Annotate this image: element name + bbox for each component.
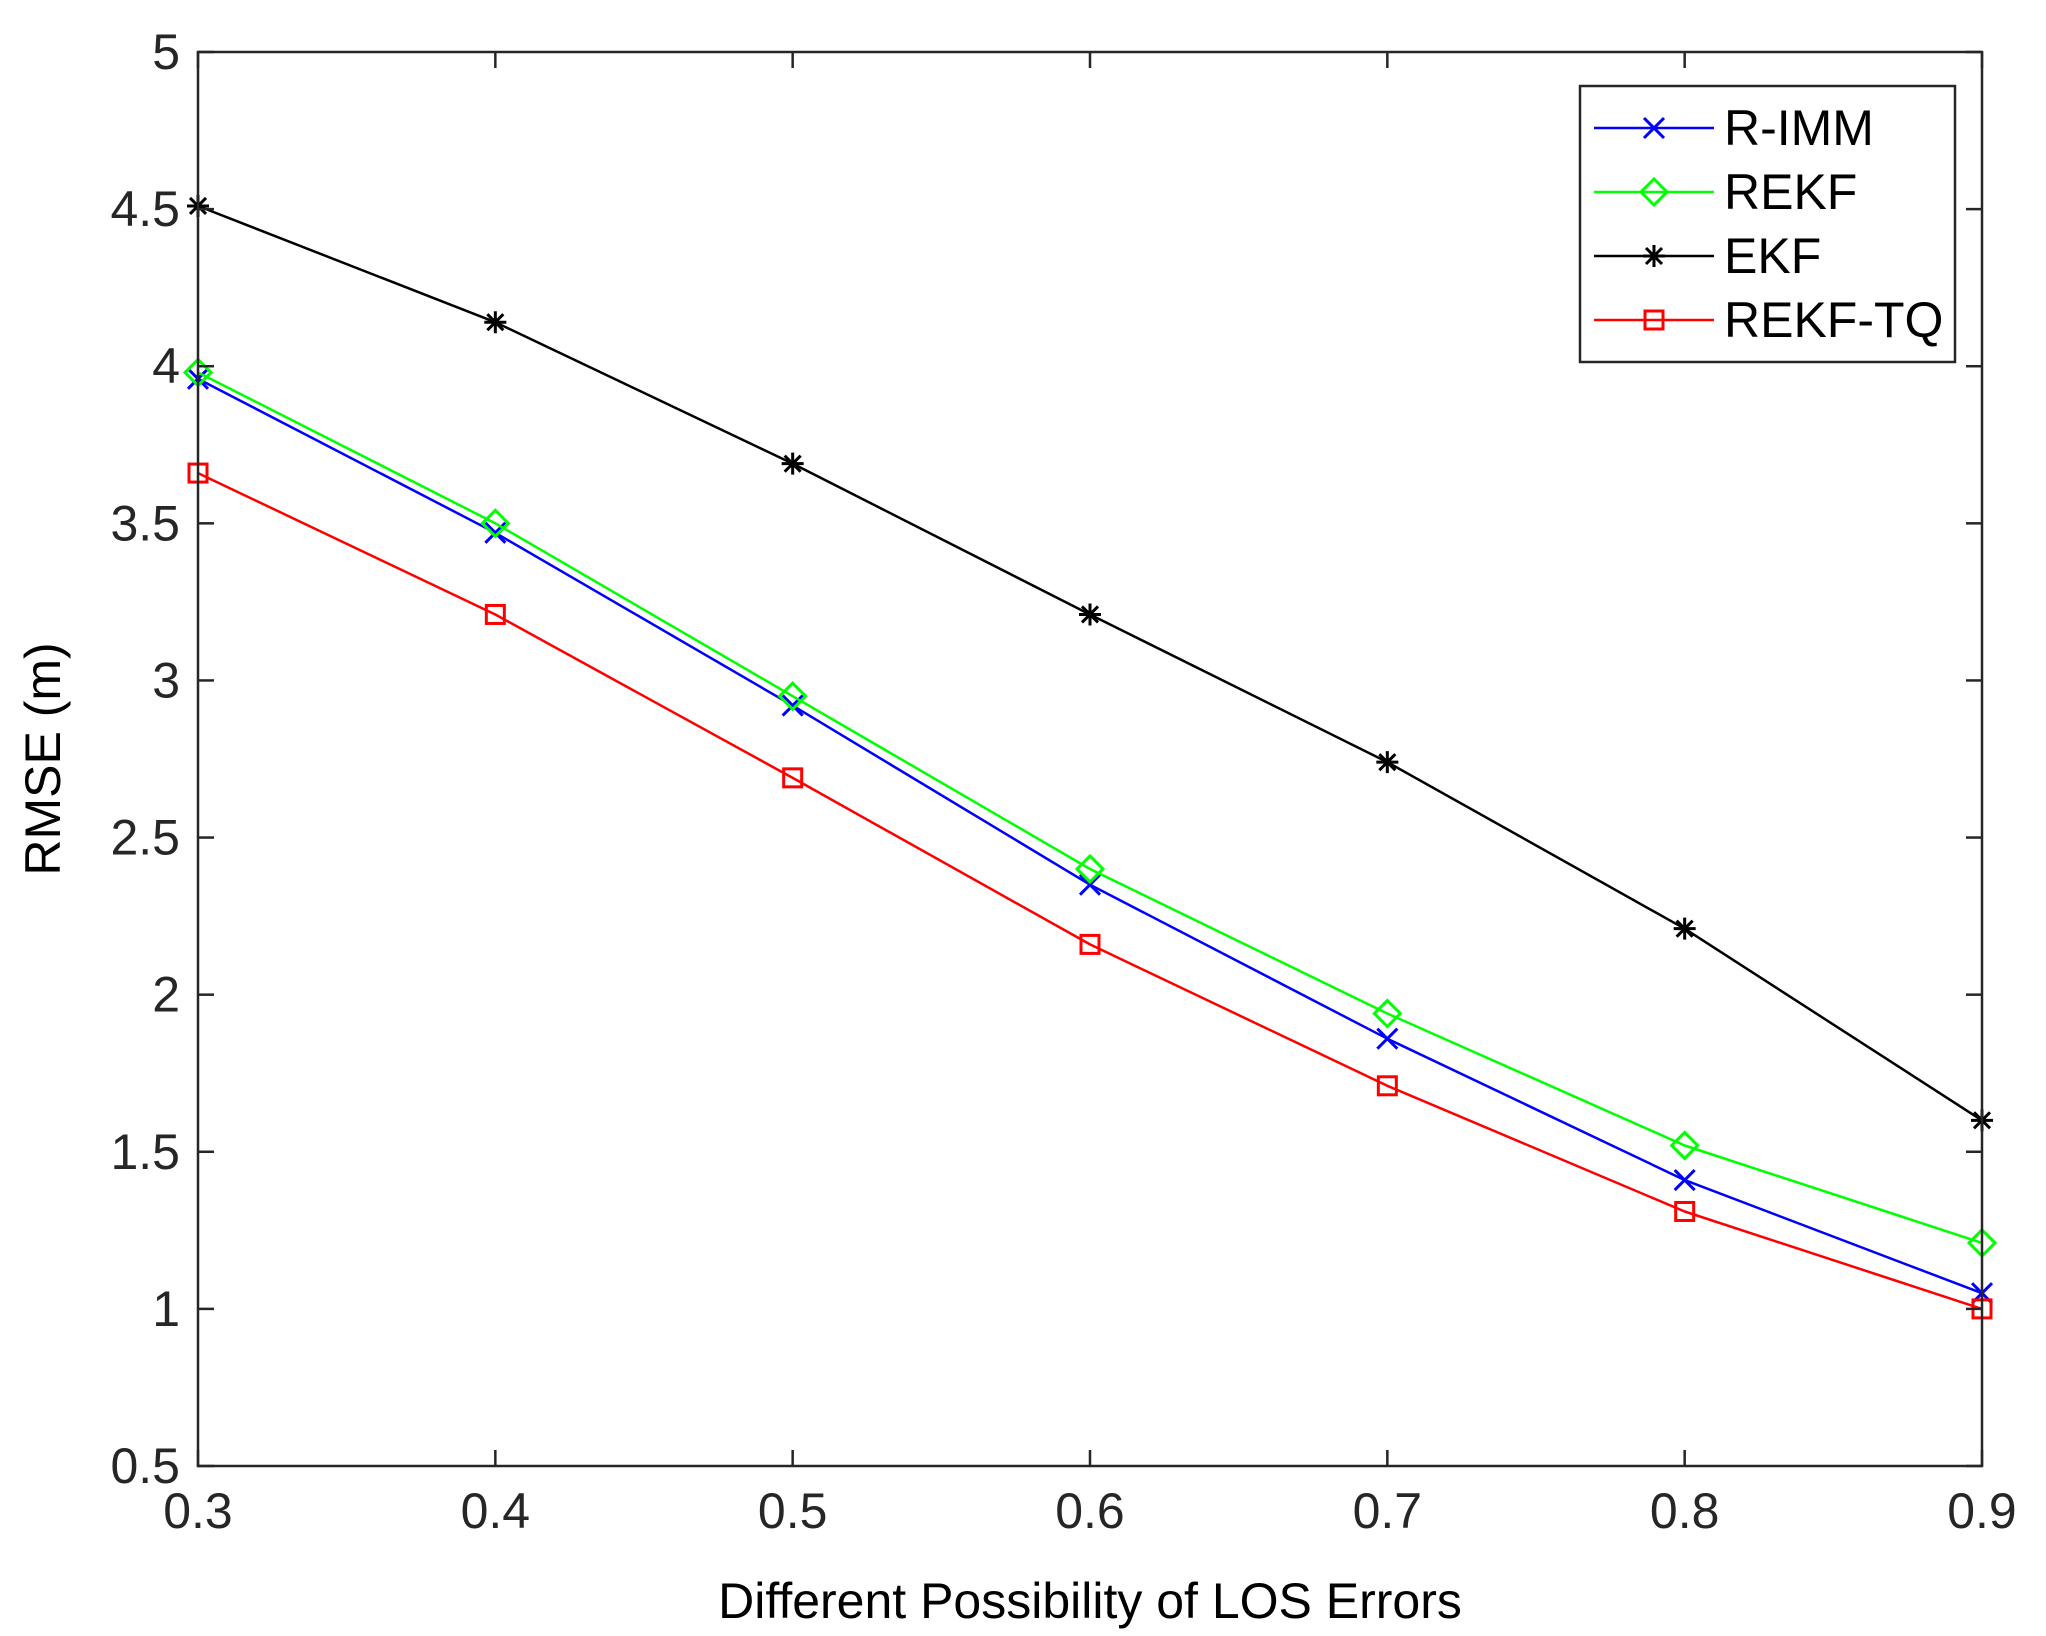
- legend-entry-r-imm: R-IMM: [1594, 100, 1874, 156]
- legend-label-r-imm: R-IMM: [1724, 100, 1874, 156]
- y-tick-label: 4.5: [110, 181, 180, 237]
- data-point-rekf-tq: [1376, 1075, 1398, 1097]
- series-layer: [182, 194, 1998, 1320]
- data-point-rekf-tq: [1079, 933, 1101, 955]
- data-point-ekf: [1376, 751, 1399, 774]
- data-point-rekf: [1372, 998, 1403, 1029]
- legend: R-IMM REKF EKF REKF-TQ: [1578, 84, 1957, 364]
- y-tick-label: 0.5: [110, 1438, 180, 1494]
- y-tick-label: 1.5: [110, 1124, 180, 1180]
- series-rekf-tq: [187, 462, 1993, 1320]
- legend-label-rekf: REKF: [1724, 164, 1857, 220]
- x-tick-label: 0.8: [1650, 1483, 1720, 1539]
- legend-box: [1578, 84, 1957, 364]
- y-tick-label: 5: [152, 24, 180, 80]
- data-point-rekf: [1074, 853, 1106, 885]
- data-point-ekf: [781, 452, 804, 475]
- y-tick-label: 3: [152, 652, 180, 708]
- x-tick-label: 0.3: [163, 1483, 233, 1539]
- legend-entry-rekf: REKF: [1594, 164, 1857, 220]
- data-point-r-imm: [1078, 873, 1102, 896]
- legend-marker-rekf: [1638, 176, 1670, 208]
- data-point-ekf: [1079, 603, 1101, 626]
- legend-entry-rekf-tq: REKF-TQ: [1594, 292, 1943, 348]
- data-point-ekf: [1673, 917, 1696, 940]
- y-tick-label: 2: [152, 967, 180, 1023]
- series-line-rekf-tq: [197, 471, 1983, 1311]
- x-tick-label: 0.6: [1055, 1483, 1125, 1539]
- data-point-rekf: [1669, 1130, 1700, 1161]
- y-axis-label: RMSE (m): [15, 642, 71, 875]
- series-line-rekf: [197, 371, 1983, 1245]
- legend-marker-ekf: [1643, 245, 1665, 267]
- data-point-r-imm: [1673, 1168, 1696, 1192]
- legend-marker-r-imm: [1642, 116, 1666, 140]
- y-tick-label: 1: [152, 1281, 180, 1337]
- data-point-rekf: [777, 681, 808, 712]
- y-tick-label: 4: [152, 338, 180, 394]
- legend-marker-rekf-tq: [1643, 309, 1665, 331]
- data-point-ekf: [484, 311, 507, 334]
- y-tick-label: 3.5: [110, 495, 180, 551]
- y-tick-label: 2.5: [110, 810, 180, 866]
- x-tick-label: 0.4: [461, 1483, 531, 1539]
- data-point-rekf-tq: [782, 767, 804, 789]
- legend-entry-ekf: EKF: [1594, 228, 1821, 284]
- x-axis-label: Different Possibility of LOS Errors: [718, 1573, 1462, 1629]
- series-rekf: [182, 357, 1998, 1259]
- x-tick-label: 0.7: [1353, 1483, 1423, 1539]
- data-point-rekf: [480, 508, 511, 539]
- axis-ticks: 0.3 0.4 0.5 0.6 0.7 0.8 0.9 0.5 1 1.5 2 2.5 3 3.5 4 4.5…: [110, 24, 2016, 1539]
- series-ekf: [187, 194, 1993, 1132]
- data-point-rekf-tq: [484, 603, 506, 625]
- legend-label-ekf: EKF: [1724, 228, 1821, 284]
- x-tick-label: 0.9: [1947, 1483, 2017, 1539]
- x-tick-label: 0.5: [758, 1483, 828, 1539]
- data-point-r-imm: [1376, 1027, 1399, 1050]
- legend-label-rekf-tq: REKF-TQ: [1724, 292, 1943, 348]
- data-point-rekf-tq: [1674, 1200, 1696, 1222]
